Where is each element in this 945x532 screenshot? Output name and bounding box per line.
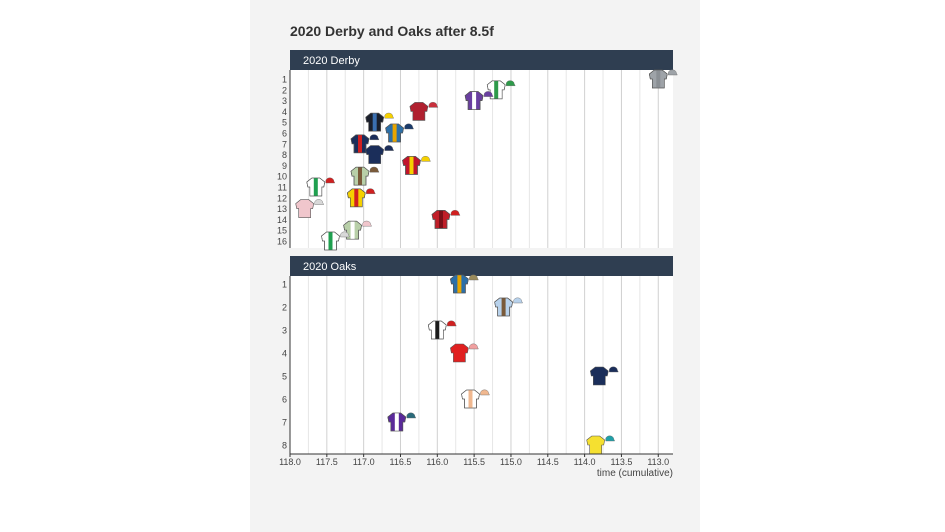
- y-tick-label: 3: [282, 326, 287, 336]
- x-tick-label: 113.0: [647, 457, 669, 467]
- x-tick-label: 116.5: [390, 457, 412, 467]
- y-tick-label: 7: [282, 418, 287, 428]
- x-tick-label: 115.0: [500, 457, 522, 467]
- silk-marker: [346, 188, 376, 208]
- x-tick-label: 118.0: [279, 457, 301, 467]
- y-tick-label: 2: [282, 85, 287, 95]
- x-tick-label: 114.0: [574, 457, 596, 467]
- silk-marker: [306, 177, 336, 197]
- y-tick-label: 1: [282, 75, 287, 85]
- oaks-y-ticks: 1 2 3 4 5 6 7 8: [282, 280, 287, 451]
- silk-marker: [648, 69, 678, 89]
- silk-marker: [365, 112, 395, 132]
- y-tick-label: 6: [282, 395, 287, 405]
- oaks-panel-background: [290, 276, 673, 454]
- x-axis-title: time (cumulative): [597, 468, 673, 479]
- y-tick-label: 13: [277, 204, 287, 214]
- y-tick-label: 7: [282, 139, 287, 149]
- y-tick-label: 14: [277, 215, 287, 225]
- y-tick-label: 2: [282, 303, 287, 313]
- silk-marker: [494, 297, 523, 317]
- y-tick-label: 5: [282, 372, 287, 382]
- x-tick-label: 117.0: [353, 457, 375, 467]
- derby-panel-header: [290, 50, 673, 70]
- oaks-panel: 2020 Oaks 1 2 3 4 5 6 7 8: [282, 256, 673, 455]
- y-tick-label: 11: [278, 183, 287, 193]
- silk-marker: [586, 435, 616, 455]
- silk-marker: [427, 320, 457, 340]
- oaks-panel-header: [290, 256, 673, 276]
- x-tick-label: 115.5: [463, 457, 485, 467]
- x-tick-label: 117.5: [316, 457, 338, 467]
- x-tick-label: 113.5: [611, 457, 633, 467]
- silk-marker: [402, 156, 431, 175]
- derby-panel-label: 2020 Derby: [303, 55, 360, 67]
- y-tick-label: 8: [282, 441, 287, 451]
- silk-marker: [387, 412, 417, 432]
- y-tick-label: 15: [277, 226, 287, 236]
- derby-gridlines: [307, 70, 659, 248]
- y-tick-label: 8: [282, 150, 287, 160]
- x-axis-ticks: 118.0 117.5 117.0 116.5 116.0 115.5 115.0 114.5…: [279, 454, 669, 467]
- chart-title: 2020 Derby and Oaks after 8.5f: [290, 23, 494, 39]
- oaks-gridlines: [307, 276, 659, 454]
- silk-marker: [321, 231, 350, 251]
- y-tick-label: 1: [282, 280, 287, 290]
- silk-marker: [350, 134, 380, 154]
- silk-marker: [450, 274, 479, 294]
- silk-marker: [385, 123, 414, 143]
- oaks-panel-label: 2020 Oaks: [303, 261, 357, 273]
- y-tick-label: 12: [277, 193, 287, 203]
- silk-marker: [461, 389, 490, 409]
- silk-marker: [365, 145, 395, 164]
- oaks-points: [387, 274, 619, 455]
- x-tick-label: 114.5: [537, 457, 559, 467]
- silk-marker: [464, 91, 494, 110]
- y-tick-label: 9: [282, 161, 287, 171]
- silk-marker: [431, 210, 461, 229]
- silk-marker: [350, 166, 380, 186]
- y-tick-label: 4: [282, 349, 287, 359]
- silk-marker: [450, 343, 479, 363]
- x-tick-label: 116.0: [426, 457, 448, 467]
- y-tick-label: 6: [282, 129, 287, 139]
- y-tick-label: 5: [282, 118, 287, 128]
- y-tick-label: 10: [277, 172, 287, 182]
- silk-marker: [295, 199, 325, 218]
- silk-marker: [409, 102, 439, 121]
- y-tick-label: 3: [282, 96, 287, 106]
- derby-points: [295, 69, 678, 251]
- y-tick-label: 4: [282, 107, 287, 117]
- silk-marker: [589, 366, 619, 386]
- y-tick-label: 16: [277, 237, 287, 247]
